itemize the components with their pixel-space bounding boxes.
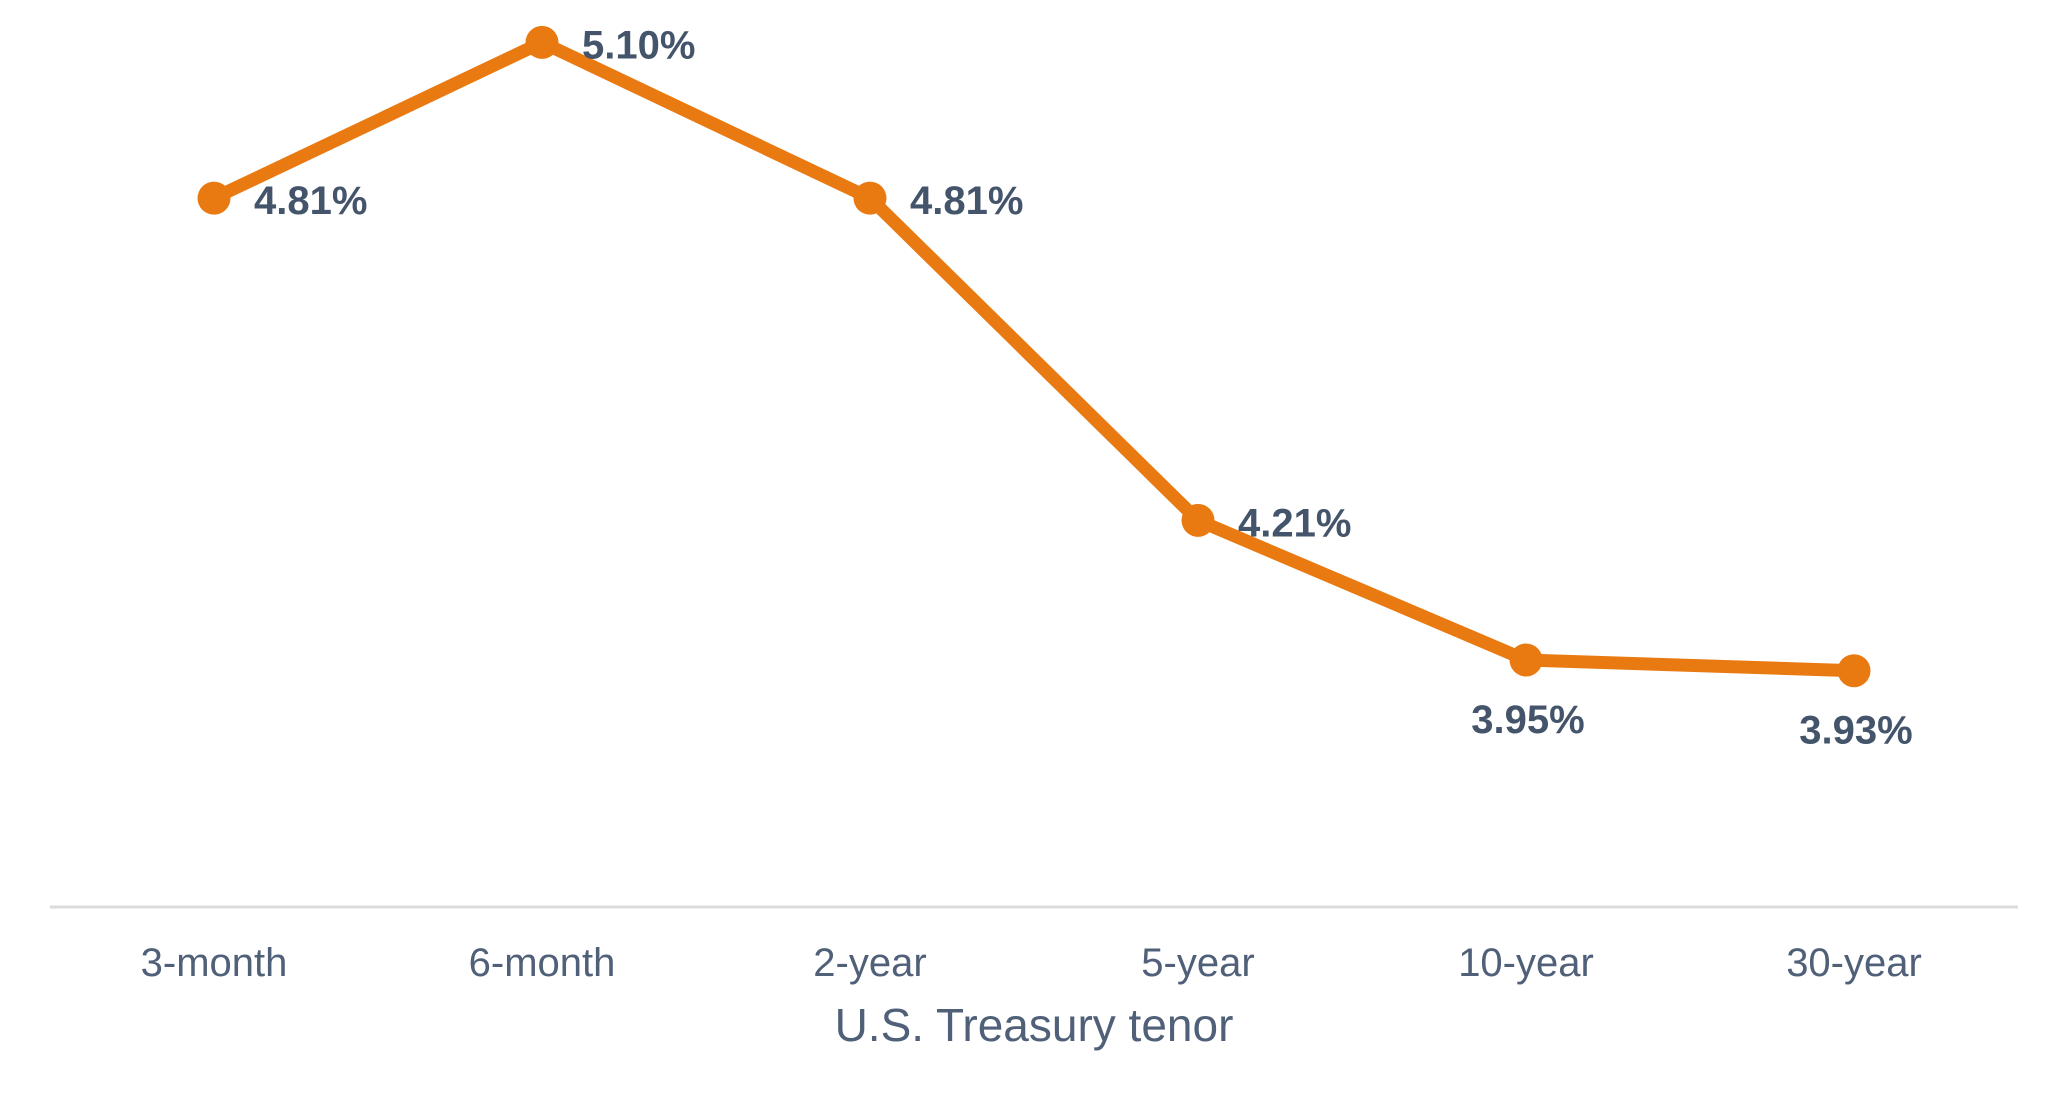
- data-label-6-month: 5.10%: [582, 23, 695, 67]
- chart-plot-area: 4.81% 3-month 5.10% 6-month 4.81% 2-year 4.21%…: [50, 23, 2018, 985]
- data-point-marker-5-year: [1181, 503, 1215, 537]
- x-axis-tick-label-2-year: 2-year: [813, 941, 926, 985]
- x-axis-title: U.S. Treasury tenor: [835, 999, 1234, 1051]
- data-point-marker-6-month: [525, 25, 559, 59]
- data-point-marker-2-year: [853, 181, 887, 215]
- data-label-3-month: 4.81%: [254, 179, 367, 223]
- data-label-30-year: 3.93%: [1799, 709, 1912, 753]
- data-point-marker-30-year: [1837, 654, 1871, 688]
- data-label-2-year: 4.81%: [910, 179, 1023, 223]
- x-axis-tick-label-5-year: 5-year: [1141, 941, 1254, 985]
- yield-curve-line: [207, 35, 1861, 678]
- x-axis-tick-label-3-month: 3-month: [141, 941, 288, 985]
- data-point-marker-3-month: [197, 181, 231, 215]
- data-point-marker-10-year: [1509, 643, 1543, 677]
- x-axis-tick-label-6-month: 6-month: [469, 941, 616, 985]
- x-axis-tick-label-30-year: 30-year: [1786, 941, 1922, 985]
- data-label-5-year: 4.21%: [1238, 501, 1351, 545]
- x-axis-tick-label-10-year: 10-year: [1458, 941, 1594, 985]
- data-label-10-year: 3.95%: [1471, 698, 1584, 742]
